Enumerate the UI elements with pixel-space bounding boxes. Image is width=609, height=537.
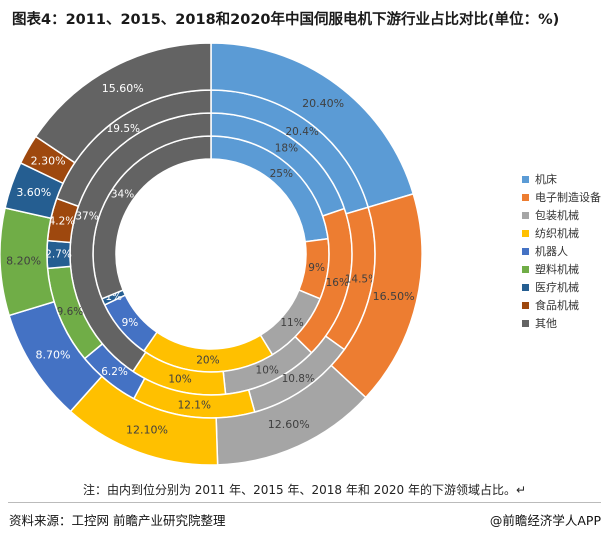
legend-label: 机床 [535, 173, 557, 186]
legend-item: 食品机械 [522, 296, 601, 314]
legend-label: 医疗机械 [535, 281, 579, 294]
legend-item: 包装机械 [522, 206, 601, 224]
legend-item: 纺织机械 [522, 224, 601, 242]
legend-label: 食品机械 [535, 299, 579, 312]
data-label-2018-7: 4.2% [49, 216, 76, 228]
legend-swatch [522, 229, 529, 237]
data-label-2020-2: 12.60% [268, 418, 310, 431]
data-label-2020-6: 3.60% [16, 186, 51, 199]
data-label-2020-0: 20.40% [302, 97, 344, 110]
data-label-2018-8: 19.5% [107, 123, 140, 135]
data-label-2011-1: 9% [308, 262, 325, 274]
data-label-2011-2: 11% [280, 317, 303, 329]
source-text: 资料来源：工控网 前瞻产业研究院整理 [9, 513, 226, 528]
legend-swatch [522, 247, 529, 255]
data-label-2020-8: 15.60% [102, 82, 144, 95]
legend-swatch [522, 283, 529, 291]
data-label-2018-6: 2.7% [45, 248, 72, 260]
data-label-2015-3: 10% [168, 374, 191, 386]
legend-item: 其他 [522, 314, 601, 332]
data-label-2011-3: 20% [196, 354, 219, 366]
legend-swatch [522, 175, 529, 183]
data-label-2018-1: 14.5% [345, 273, 378, 285]
legend-label: 塑料机械 [535, 263, 579, 276]
data-label-2018-2: 10.8% [282, 373, 315, 385]
data-label-2011-0: 25% [270, 168, 293, 180]
data-label-2020-4: 8.70% [36, 348, 71, 361]
data-label-2020-3: 12.10% [126, 424, 168, 437]
divider [8, 502, 601, 503]
legend-swatch [522, 301, 529, 309]
legend-item: 机器人 [522, 242, 601, 260]
credit-text: @前瞻经济学人APP [489, 513, 601, 528]
legend-label: 包装机械 [535, 209, 579, 222]
chart-legend: 机床电子制造设备 包装机械纺织机械机器人塑料机械医疗机械食品机械其他 [522, 170, 601, 332]
legend-item: 医疗机械 [522, 278, 601, 296]
legend-item: 电子制造设备 [522, 188, 601, 206]
legend-swatch [522, 211, 529, 219]
data-label-2018-0: 20.4% [286, 126, 319, 138]
data-label-2020-7: 2.30% [31, 155, 66, 168]
data-label-2011-4: 9% [122, 317, 139, 329]
data-label-2015-2: 10% [256, 365, 279, 377]
data-label-2011-8: 34% [111, 189, 134, 201]
legend-item: 机床 [522, 170, 601, 188]
data-label-2020-1: 16.50% [373, 290, 415, 303]
legend-label: 电子制造设备 [535, 191, 601, 204]
legend-label: 纺织机械 [535, 227, 579, 240]
legend-item: 塑料机械 [522, 260, 601, 278]
legend-swatch [522, 265, 529, 273]
chart-title: 图表4：2011、2015、2018和2020年中国伺服电机下游行业占比对比(单… [12, 12, 560, 28]
slice-2020-8 [34, 42, 212, 164]
data-label-2018-4: 6.2% [101, 366, 128, 378]
legend-swatch [522, 319, 529, 327]
legend-swatch [522, 193, 529, 201]
chart-footnote: 注：由内到位分别为 2011 年、2015 年、2018 年和 2020 年的下… [82, 483, 527, 497]
data-label-2018-3: 12.1% [178, 400, 211, 412]
data-label-2020-5: 8.20% [6, 255, 41, 268]
legend-label: 机器人 [535, 245, 568, 258]
data-label-2015-1: 16% [326, 277, 349, 289]
data-label-2015-0: 18% [275, 143, 298, 155]
data-label-2015-8: 37% [75, 211, 98, 223]
data-label-2018-5: 9.6% [57, 306, 84, 318]
legend-label: 其他 [535, 317, 557, 330]
